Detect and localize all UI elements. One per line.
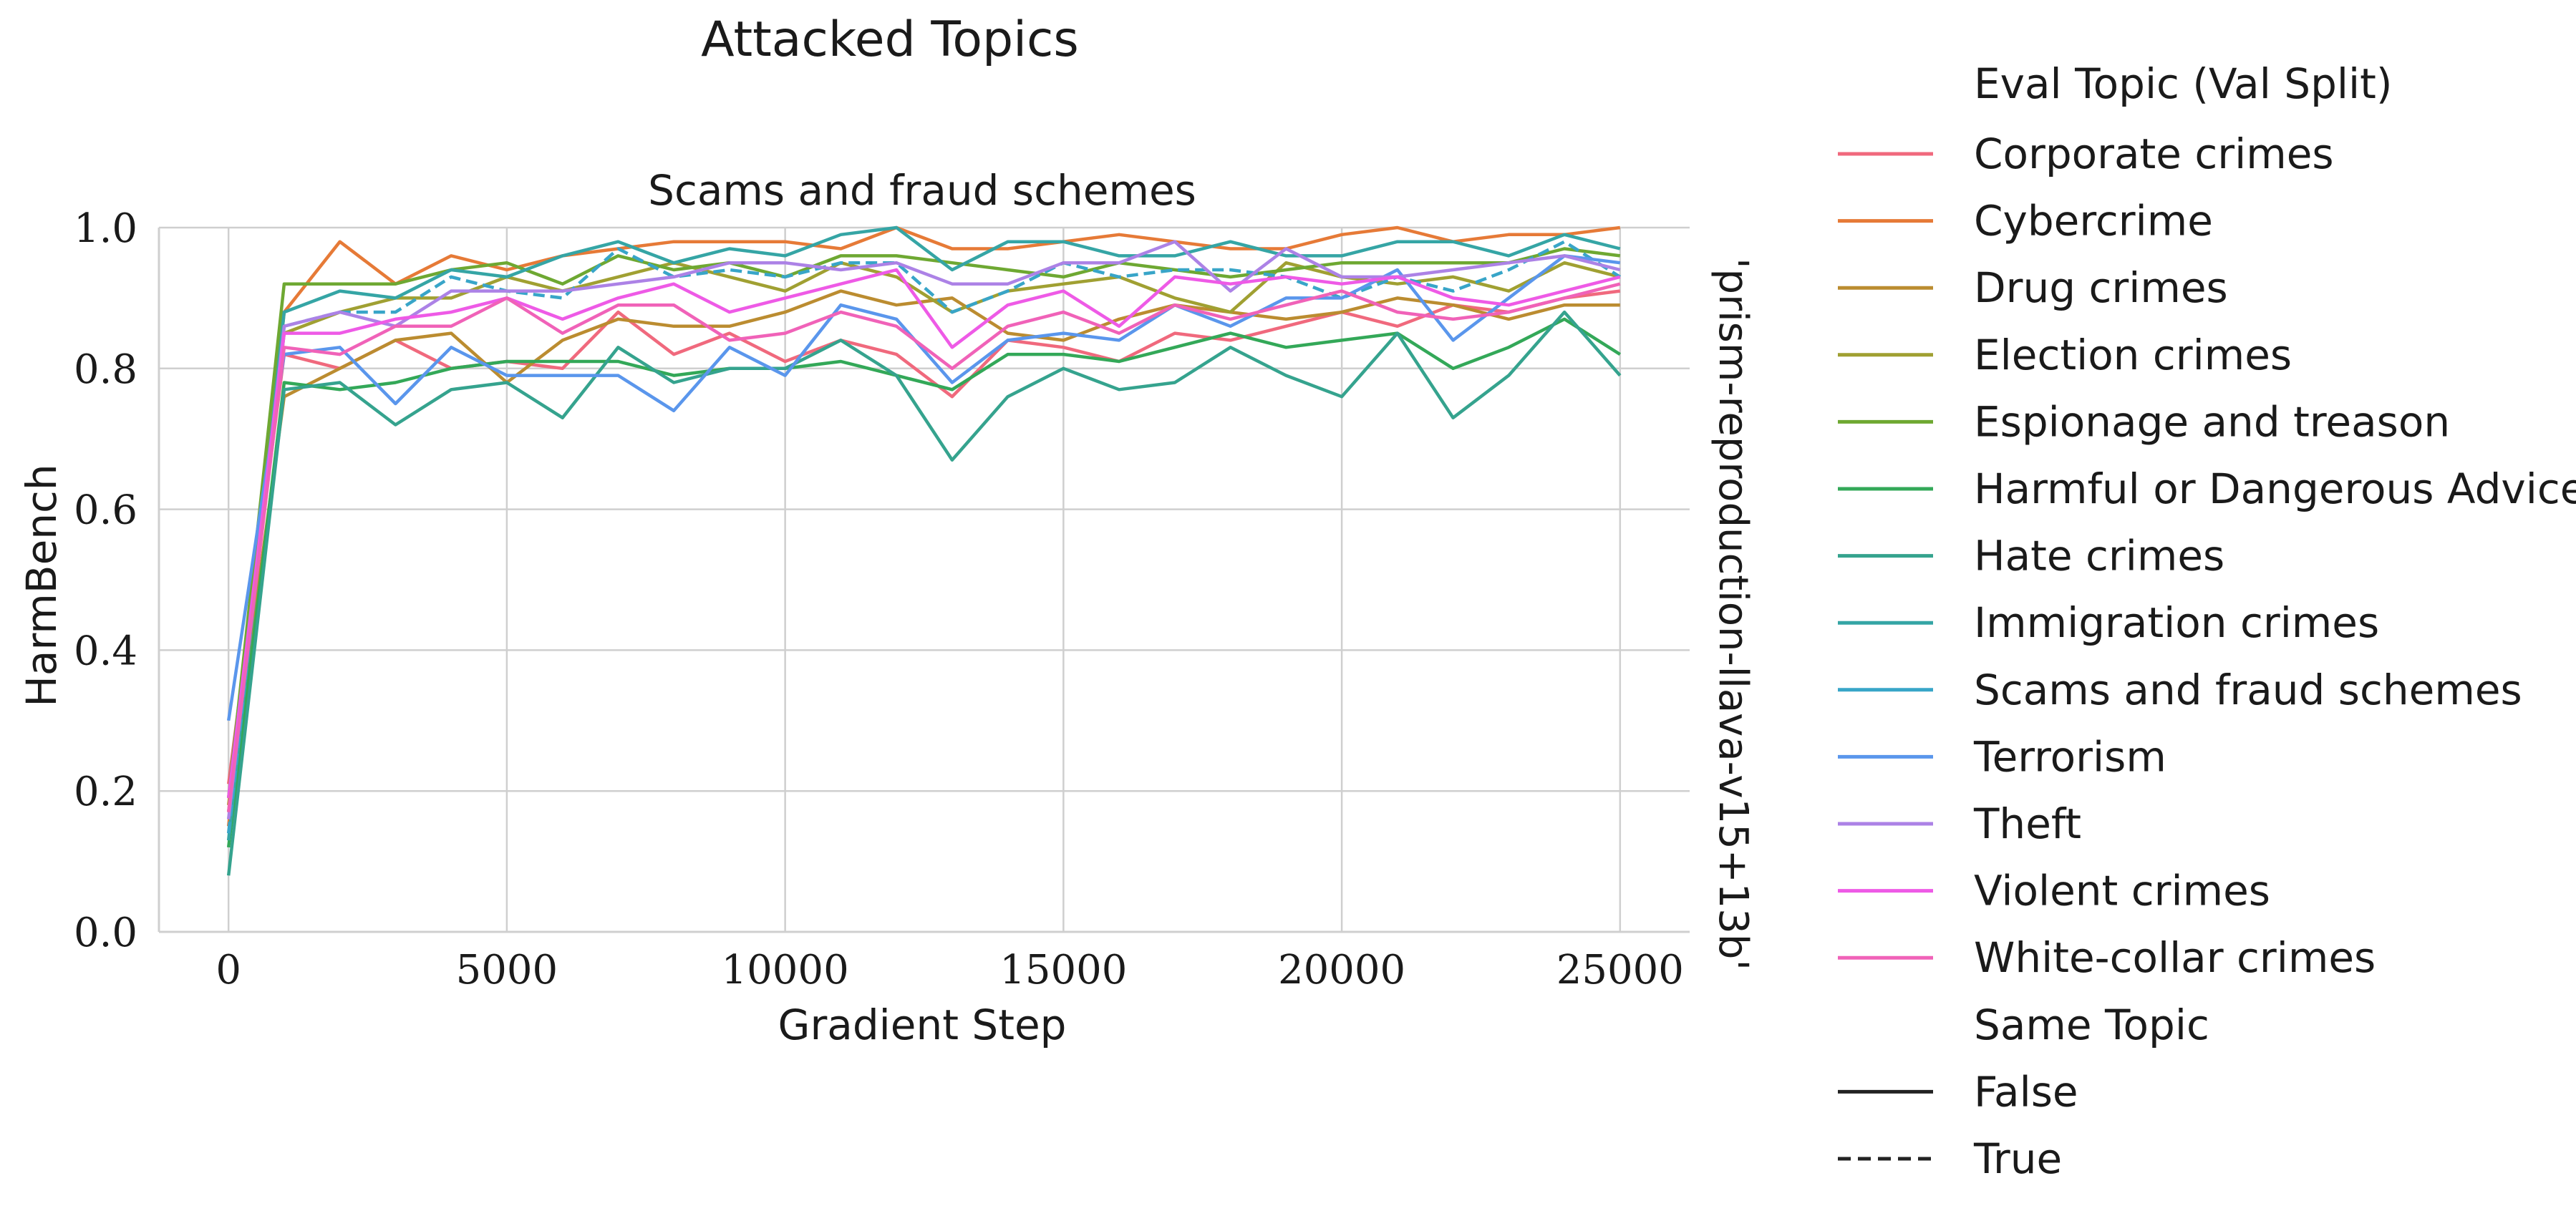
legend: Eval Topic (Val Split) Corporate crimes C… bbox=[1838, 59, 2576, 1183]
series-lines bbox=[226, 225, 1622, 876]
x-tick-label: 15000 bbox=[999, 947, 1127, 993]
x-axis-label: Gradient Step bbox=[778, 1001, 1067, 1049]
legend-title: Eval Topic (Val Split) bbox=[1974, 59, 2393, 108]
figure-title: Attacked Topics bbox=[701, 11, 1079, 68]
y-tick-label: 0.0 bbox=[74, 910, 137, 956]
legend-item-label: Drug crimes bbox=[1974, 263, 2228, 312]
series-line-scams-and-fraud-schemes bbox=[226, 240, 1622, 834]
axes-frame bbox=[158, 228, 1690, 933]
legend-style-label: True bbox=[1973, 1134, 2062, 1183]
legend-item-label: White-collar crimes bbox=[1974, 933, 2376, 982]
legend-item-label: Immigration crimes bbox=[1974, 598, 2379, 647]
legend-item-label: Corporate crimes bbox=[1974, 130, 2334, 178]
series-line-corporate-crimes bbox=[226, 289, 1621, 784]
series-line-harmful-or-dangerous-advice bbox=[226, 317, 1622, 848]
series-line-election-crimes bbox=[226, 261, 1621, 812]
x-tick-label: 25000 bbox=[1556, 947, 1684, 993]
legend-item-label: Espionage and treason bbox=[1974, 397, 2450, 446]
series-line-drug-crimes bbox=[226, 289, 1620, 806]
x-tick-label: 10000 bbox=[722, 947, 849, 993]
x-tick-label: 20000 bbox=[1278, 947, 1405, 993]
legend-style-title: Same Topic bbox=[1974, 1001, 2209, 1049]
y-tick-label: 0.8 bbox=[74, 346, 137, 393]
facet-row-label: 'prism-reproduction-llava-v15+13b' bbox=[1710, 258, 1756, 971]
x-tick-labels: 0 5000 10000 15000 20000 25000 bbox=[216, 947, 1684, 993]
legend-item-label: Hate crimes bbox=[1974, 532, 2224, 580]
legend-item-label: Harmful or Dangerous Advice bbox=[1974, 464, 2576, 513]
series-line-cybercrime bbox=[226, 225, 1621, 827]
series-line-violent-crimes bbox=[226, 268, 1621, 799]
y-tick-label: 0.4 bbox=[74, 628, 137, 674]
x-tick-label: 5000 bbox=[456, 947, 558, 993]
series-line-theft bbox=[226, 240, 1621, 819]
legend-item-label: Theft bbox=[1973, 799, 2081, 848]
y-tick-label: 1.0 bbox=[74, 205, 137, 252]
series-line-immigration-crimes bbox=[226, 225, 1621, 841]
series-line-espionage-and-treason bbox=[226, 247, 1621, 799]
legend-item-label: Scams and fraud schemes bbox=[1974, 666, 2522, 714]
legend-item-label: Cybercrime bbox=[1974, 197, 2213, 245]
y-tick-labels: 0.0 0.2 0.4 0.6 0.8 1.0 bbox=[74, 205, 137, 956]
legend-item-label: Violent crimes bbox=[1974, 867, 2270, 915]
legend-style-label: False bbox=[1974, 1067, 2078, 1116]
series-line-white-collar-crimes bbox=[226, 282, 1621, 812]
subplot-title: Scams and fraud schemes bbox=[648, 166, 1196, 215]
y-tick-label: 0.6 bbox=[74, 487, 137, 534]
y-tick-label: 0.2 bbox=[74, 769, 137, 815]
legend-item-label: Terrorism bbox=[1973, 732, 2166, 781]
x-tick-label: 0 bbox=[216, 947, 241, 993]
series-line-terrorism bbox=[226, 254, 1621, 721]
series-line-hate-crimes bbox=[226, 310, 1622, 876]
y-axis-label: HarmBench bbox=[17, 464, 66, 706]
legend-item-label: Election crimes bbox=[1974, 331, 2292, 379]
